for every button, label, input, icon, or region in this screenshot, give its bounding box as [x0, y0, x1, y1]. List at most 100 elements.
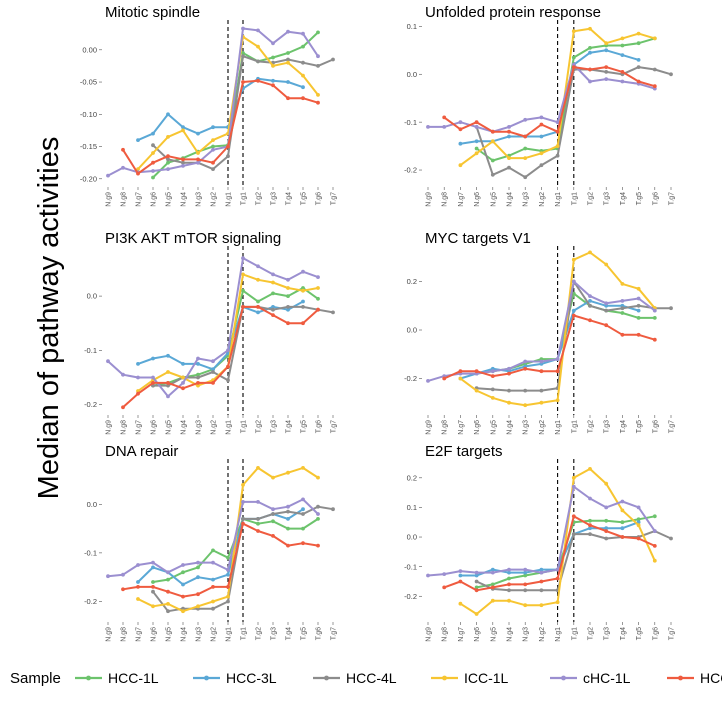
x-tick-label: T.g2 — [588, 627, 595, 640]
data-point — [136, 580, 140, 584]
data-point — [256, 277, 260, 282]
x-tick-label: N.g2 — [539, 192, 546, 207]
x-tick-label: T.g4 — [286, 192, 293, 205]
y-tick-label: -0.2 — [404, 592, 417, 601]
x-tick-label: N.g3 — [196, 192, 203, 207]
data-point — [256, 500, 260, 504]
y-tick-label: 0.2 — [407, 277, 417, 286]
data-point — [426, 379, 430, 383]
data-point — [636, 41, 641, 46]
data-point — [507, 388, 511, 393]
data-point — [588, 46, 592, 50]
x-tick-label: T.g2 — [256, 192, 263, 205]
data-point — [458, 369, 463, 374]
x-tick-label: T.g5 — [301, 627, 308, 640]
data-point — [196, 592, 200, 597]
x-tick-label: N.g9 — [106, 627, 113, 642]
data-point — [490, 369, 495, 374]
data-point — [604, 48, 609, 53]
data-point — [474, 125, 479, 129]
data-point — [301, 288, 305, 293]
data-point — [256, 299, 260, 304]
data-point — [166, 570, 170, 575]
data-point — [286, 80, 290, 84]
data-point — [636, 79, 641, 84]
data-point — [620, 299, 625, 303]
data-point — [286, 526, 290, 531]
data-point — [588, 67, 592, 72]
chart-panel: PI3K AKT mTOR signaling 0.0 -0.1 -0.2 N.g9 N.… — [84, 230, 337, 435]
data-point — [286, 321, 290, 326]
x-tick-label: N.g7 — [458, 420, 465, 435]
data-point — [121, 372, 125, 377]
data-point — [271, 307, 275, 312]
data-point — [151, 169, 155, 173]
data-point — [151, 604, 155, 609]
data-point — [507, 598, 511, 603]
data-point — [652, 544, 657, 548]
data-point — [588, 318, 592, 323]
x-tick-label: T.g3 — [604, 627, 611, 640]
data-point — [271, 534, 275, 538]
data-point — [490, 582, 495, 587]
data-point — [555, 129, 560, 134]
data-point — [620, 53, 625, 57]
data-point — [166, 154, 170, 159]
data-point — [571, 279, 576, 284]
data-point — [652, 84, 657, 89]
x-tick-label: N.g3 — [523, 627, 530, 642]
data-point — [241, 80, 245, 84]
data-point — [241, 256, 245, 260]
data-point — [181, 570, 185, 575]
x-tick-label: T.g1 — [571, 420, 578, 433]
x-tick-label: N.g7 — [136, 420, 143, 435]
data-point — [523, 146, 528, 151]
data-point — [636, 316, 641, 320]
x-tick-label: N.g5 — [166, 627, 173, 642]
data-point — [301, 541, 305, 546]
x-tick-label: T.g7 — [331, 627, 338, 640]
data-point — [523, 134, 528, 139]
data-point — [523, 156, 528, 161]
x-tick-label: N.g4 — [181, 192, 188, 207]
data-point — [121, 405, 125, 410]
data-point — [106, 574, 110, 579]
data-point — [301, 73, 305, 78]
data-point — [181, 375, 185, 380]
x-tick-label: T.g7 — [669, 627, 676, 640]
x-tick-label: T.g7 — [331, 192, 338, 205]
data-point — [166, 394, 170, 399]
data-point — [181, 125, 185, 130]
data-point — [474, 612, 479, 616]
data-point — [555, 576, 560, 581]
data-point — [539, 567, 544, 572]
data-point — [490, 585, 495, 590]
data-point — [636, 523, 641, 528]
x-tick-label: T.g6 — [652, 627, 659, 640]
data-point — [316, 307, 320, 312]
data-point — [571, 257, 576, 262]
data-point — [555, 600, 560, 605]
data-point — [286, 286, 290, 290]
x-tick-label: N.g4 — [507, 192, 514, 207]
x-tick-label: N.g1 — [555, 420, 562, 435]
series-icc-1l — [136, 466, 320, 614]
data-point — [523, 588, 528, 593]
data-point — [539, 603, 544, 608]
data-point — [151, 560, 155, 565]
data-point — [604, 262, 609, 267]
data-point — [571, 65, 576, 69]
series-chc-1l — [426, 279, 657, 383]
data-point — [507, 567, 511, 572]
y-tick-label: -0.1 — [404, 562, 417, 571]
data-point — [271, 41, 275, 46]
data-point — [604, 65, 609, 69]
x-tick-label: N.g1 — [226, 192, 233, 207]
y-axis-label: Median of pathway activities — [33, 137, 65, 500]
chart-title: Unfolded protein response — [425, 4, 601, 21]
data-point — [604, 529, 609, 533]
data-point — [271, 519, 275, 524]
data-point — [271, 55, 275, 60]
data-point — [474, 151, 479, 156]
